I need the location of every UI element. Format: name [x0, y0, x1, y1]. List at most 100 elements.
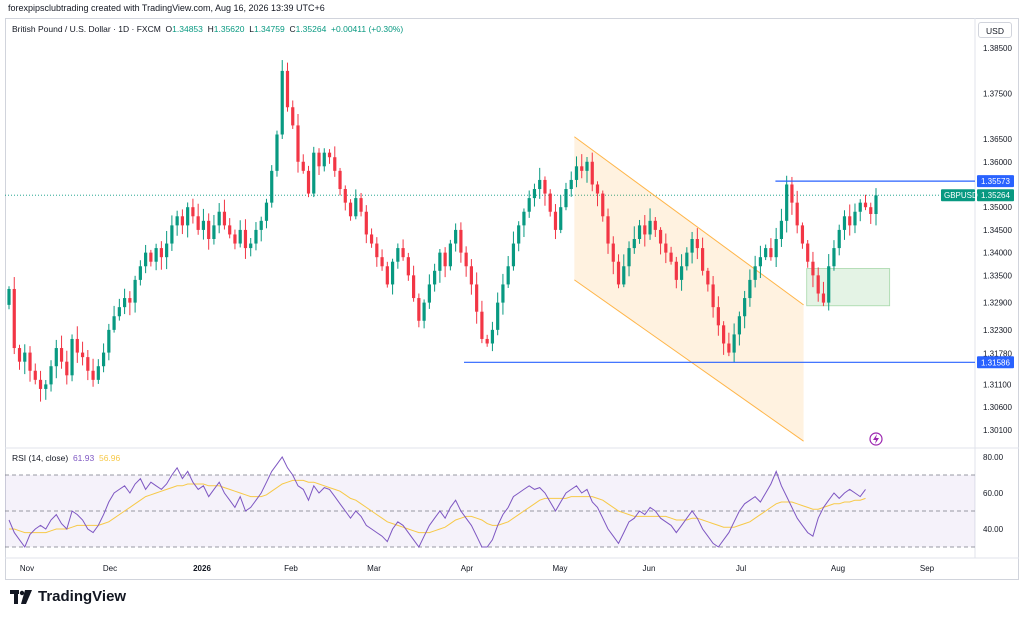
candle-body	[54, 348, 58, 367]
candle	[795, 190, 799, 234]
candle	[401, 239, 405, 261]
candle	[580, 154, 584, 179]
candle-body	[532, 189, 537, 199]
time-tick-label: Apr	[461, 564, 474, 573]
candle	[422, 299, 426, 329]
candle	[559, 195, 563, 234]
candle-body	[548, 193, 552, 212]
candle	[170, 215, 174, 251]
candle	[65, 350, 69, 385]
currency-button[interactable]: USD	[978, 22, 1012, 38]
candle-body	[842, 216, 847, 230]
candle-body	[65, 361, 69, 376]
candle	[285, 62, 290, 112]
candle-body	[112, 316, 116, 330]
channel-lower-line	[574, 279, 804, 442]
price-tick-label: 1.32900	[983, 299, 1012, 308]
time-tick-label: Dec	[103, 564, 117, 573]
candle	[217, 203, 221, 234]
candle	[128, 291, 132, 316]
candle-body	[390, 261, 395, 285]
candle	[333, 146, 337, 177]
candle	[312, 146, 316, 198]
candle	[832, 240, 836, 271]
candle	[354, 189, 358, 220]
candle-body	[711, 284, 715, 308]
candle-body	[538, 179, 542, 190]
candle-body	[254, 229, 258, 244]
candle	[674, 256, 678, 289]
symbol-legend[interactable]: British Pound / U.S. Dollar · 1D · FXCM …	[12, 24, 403, 34]
chart-caption: forexpipsclubtrading created with Tradin…	[8, 3, 325, 13]
candle-body	[459, 229, 463, 253]
candle-body	[191, 207, 195, 217]
candle-body	[306, 170, 311, 194]
candle-body	[595, 184, 600, 194]
candle	[517, 221, 521, 252]
candle	[144, 244, 148, 274]
candle-body	[133, 279, 137, 303]
candle	[611, 236, 615, 275]
candle	[811, 251, 815, 288]
resistance-tag-value: 1.35573	[981, 177, 1010, 186]
candle-body	[469, 266, 473, 285]
candle	[264, 198, 269, 229]
time-tick-label: Mar	[367, 564, 381, 573]
candle	[506, 256, 510, 288]
candle-body	[769, 248, 773, 258]
candle-body	[138, 266, 142, 280]
candle	[722, 321, 726, 355]
candle	[33, 363, 37, 385]
candle-body	[375, 243, 379, 258]
price-tick-label: 1.34500	[983, 226, 1012, 235]
candle-body	[364, 211, 368, 235]
zone-layer	[574, 136, 891, 442]
candle-body	[59, 348, 64, 362]
price-tick-label: 1.36000	[983, 158, 1012, 167]
candle	[159, 241, 163, 270]
candle	[201, 208, 206, 240]
candle	[858, 199, 862, 222]
candle-body	[517, 225, 521, 244]
candle	[459, 222, 463, 263]
candle-body	[322, 152, 326, 167]
candle	[695, 228, 699, 260]
candle-body	[217, 211, 221, 226]
candle	[54, 339, 58, 379]
candle-body	[637, 225, 642, 239]
time-tick-label: Nov	[20, 564, 34, 573]
candle	[632, 226, 636, 254]
candle	[275, 130, 279, 177]
candle-body	[296, 125, 300, 162]
candle-body	[732, 334, 736, 353]
candle-body	[228, 225, 232, 235]
candle	[117, 298, 121, 321]
candle-body	[785, 184, 789, 221]
candle	[38, 370, 43, 402]
candle-body	[222, 211, 227, 226]
lightning-icon[interactable]	[869, 432, 883, 446]
price-tick-label: 1.31780	[983, 349, 1012, 358]
candle	[406, 252, 410, 281]
candle	[527, 190, 531, 218]
candle-body	[343, 189, 347, 203]
candle-body	[417, 298, 421, 321]
candle	[417, 293, 421, 328]
rsi-legend[interactable]: RSI (14, close) 61.93 56.96	[12, 453, 120, 463]
candle	[480, 300, 484, 344]
price-tick-label: 1.30600	[983, 403, 1012, 412]
candle-body	[101, 352, 106, 367]
candle	[548, 189, 552, 217]
brand-name: TradingView	[38, 588, 127, 605]
candle	[154, 243, 158, 271]
tradingview-logo[interactable]: TradingView	[10, 588, 126, 605]
rsi-tick-label: 60.00	[983, 489, 1004, 498]
candle	[433, 263, 437, 292]
candle	[764, 244, 768, 261]
candle-body	[574, 166, 579, 180]
candle	[454, 223, 458, 252]
candle	[238, 220, 242, 248]
candle-body	[590, 161, 594, 185]
candle	[622, 254, 626, 288]
